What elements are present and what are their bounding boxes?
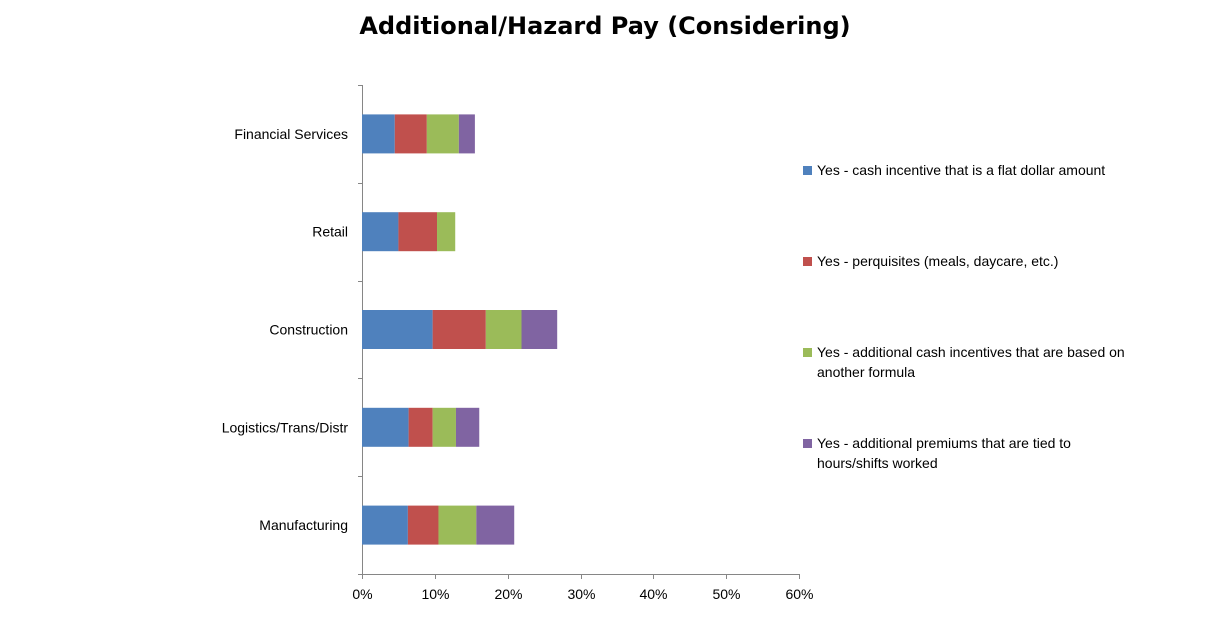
bar-segment [398,212,438,252]
legend-label: Yes - additional premiums that are tied … [817,435,1071,471]
bar-segment [362,505,408,545]
tick-labels: 0% 10% 20% 30% 40% 50% 60% [352,586,813,602]
legend-item-premiums: Yes - additional premiums that are tied … [803,433,1143,473]
bar-segment [426,114,459,154]
x-tick-label: 50% [712,586,740,602]
bar-segment [362,114,395,154]
x-tick-label: 30% [567,586,595,602]
bar-segment [432,310,486,349]
bar-segment [407,505,439,545]
legend: Yes - cash incentive that is a flat doll… [800,0,1200,600]
category-label: Logistics/Trans/Distr [222,419,349,435]
bar-segment [362,407,409,447]
bar-segment [485,310,522,349]
category-label: Retail [312,224,348,240]
category-label: Financial Services [234,126,348,142]
legend-label: Yes - cash incentive that is a flat doll… [817,162,1106,178]
bar-segment [521,310,558,349]
x-tick-label: 20% [494,586,522,602]
bar-segment [432,407,456,447]
x-tick-label: 40% [639,586,667,602]
legend-item-formula: Yes - additional cash incentives that ar… [803,342,1143,382]
legend-swatch [803,166,812,175]
bar-segment [438,505,477,545]
bar-segment [362,310,433,349]
legend-swatch [803,257,812,266]
bars [362,114,558,545]
x-tick-label: 0% [352,586,372,602]
category-label: Construction [269,322,348,338]
bar-segment [437,212,456,252]
bar-segment [408,407,433,447]
bar-segment [362,212,399,252]
category-label: Manufacturing [259,517,348,533]
legend-label: Yes - additional cash incentives that ar… [817,344,1125,380]
x-tick-label: 60% [785,586,813,602]
category-labels: Financial Services Retail Construction Logi… [222,126,349,533]
legend-item-flat-dollar: Yes - cash incentive that is a flat doll… [803,160,1143,180]
bar-segment [394,114,427,154]
legend-label: Yes - perquisites (meals, daycare, etc.) [817,253,1059,269]
legend-item-perquisites: Yes - perquisites (meals, daycare, etc.) [803,251,1143,271]
x-tick-label: 10% [421,586,449,602]
bar-segment [455,407,480,447]
bar-segment [476,505,515,545]
legend-swatch [803,439,812,448]
legend-swatch [803,348,812,357]
chart-title: Additional/Hazard Pay (Considering) [359,12,851,40]
bar-segment [458,114,475,154]
